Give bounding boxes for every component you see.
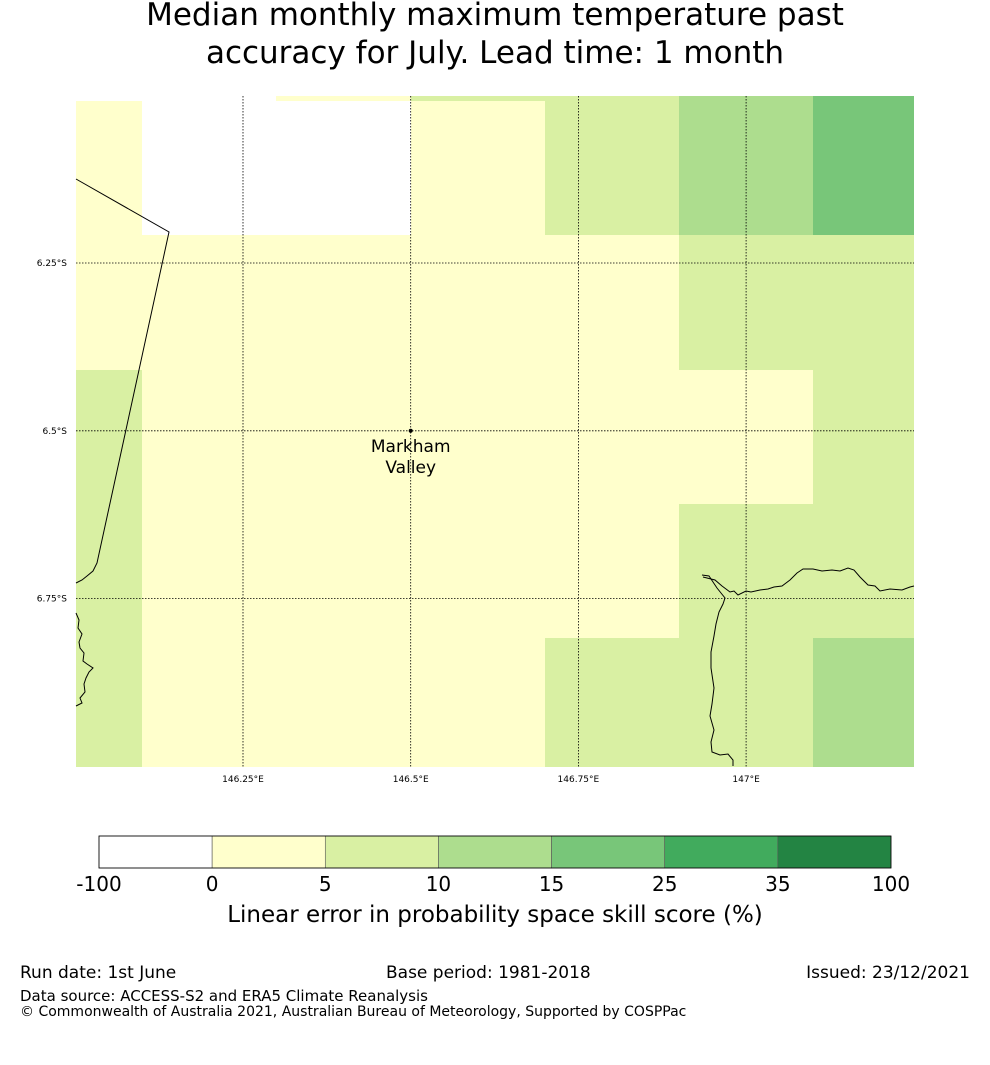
colorbar-title: Linear error in probability space skill …: [227, 902, 763, 928]
grid-cell: [813, 638, 914, 767]
data-source: Data source: ACCESS-S2 and ERA5 Climate …: [20, 987, 428, 1005]
grid-cell: [545, 235, 679, 370]
grid-cell: [76, 638, 142, 767]
colorbar-tick-label: 5: [318, 872, 332, 896]
grid-cell: [276, 370, 411, 504]
longitude-tick-label: 147°E: [732, 775, 760, 785]
grid-cell: [276, 504, 411, 638]
latitude-tick-label: 6.25°S: [37, 259, 68, 269]
colorbar-swatch: [664, 835, 779, 869]
location-label-line-1: Markham: [371, 437, 451, 457]
grid-cell: [142, 101, 276, 235]
grid-cell: [76, 504, 142, 638]
grid-cell: [142, 235, 276, 370]
latitude-tick-label: 6.5°S: [42, 427, 67, 437]
boundary-line-west: [75, 178, 170, 584]
grid-cell: [411, 235, 545, 370]
colorbar-tick-label: 10: [425, 872, 452, 896]
latitude-tick-label: 6.75°S: [37, 595, 68, 605]
colorbar-tick-label: 100: [871, 872, 911, 896]
grid-cell: [813, 235, 914, 370]
coastline: [75, 178, 915, 766]
grid-cell: [813, 96, 914, 101]
location-label-line-2: Valley: [385, 458, 436, 478]
coastline-west: [75, 612, 94, 707]
base-period: Base period: 1981-2018: [386, 963, 591, 983]
grid-cell: [411, 101, 545, 235]
colorbar-tick-label: 25: [651, 872, 678, 896]
grid-cell: [813, 370, 914, 504]
grid-cell: [276, 96, 411, 101]
grid-cell: [411, 504, 545, 638]
colorbar-swatch: [324, 835, 439, 869]
map-title-line-1: Median monthly maximum temperature past: [146, 0, 844, 33]
grid-cell: [545, 96, 679, 101]
grid-cell: [545, 638, 679, 767]
grid-cell: [76, 101, 142, 235]
issued-date: Issued: 23/12/2021: [806, 963, 970, 983]
grid-cell: [142, 504, 276, 638]
grid-cell: [411, 638, 545, 767]
colorbar-tick-label: 0: [205, 872, 219, 896]
longitude-labels: 146.25°E 146.5°E 146.75°E 147°E: [222, 775, 760, 785]
grid-cell: [545, 370, 679, 504]
grid-cell: [142, 370, 276, 504]
latitude-labels: 6.25°S 6.5°S 6.75°S: [37, 259, 68, 605]
grid-cell: [813, 101, 914, 235]
grid-cell: [679, 370, 813, 504]
colorbar-swatch: [211, 835, 326, 869]
grid-cell: [276, 101, 411, 235]
grid-cell: [545, 101, 679, 235]
grid-cell: [813, 504, 914, 638]
longitude-tick-label: 146.5°E: [393, 775, 429, 785]
skill-grid: [76, 96, 914, 767]
longitude-tick-label: 146.75°E: [558, 775, 600, 785]
map-title: Median monthly maximum temperature past …: [0, 0, 990, 72]
grid-cell: [679, 96, 813, 101]
grid-cell: [142, 96, 276, 101]
colorbar-swatch: [438, 835, 552, 869]
copyright: © Commonwealth of Australia 2021, Austra…: [20, 1004, 687, 1020]
grid-cell: [142, 638, 276, 767]
grid-cell: [76, 370, 142, 504]
colorbar-tick-label: 15: [538, 872, 565, 896]
colorbar-frame: [98, 835, 892, 869]
colorbar-tick-label: -100: [76, 872, 122, 896]
colorbar-swatch: [777, 835, 892, 869]
graticule: [76, 96, 914, 767]
grid-cell: [545, 504, 679, 638]
coastline-huon-gulf: [702, 567, 915, 596]
grid-cell: [679, 235, 813, 370]
location-marker: [408, 428, 413, 433]
colorbar-swatch: [551, 835, 666, 869]
longitude-tick-label: 146.25°E: [222, 775, 264, 785]
grid-cell: [276, 235, 411, 370]
grid-cell: [276, 638, 411, 767]
colorbar: [98, 835, 892, 869]
river-markham: [701, 574, 734, 766]
colorbar-swatch: [98, 835, 213, 869]
grid-cell: [76, 235, 142, 370]
grid-cell: [411, 370, 545, 504]
grid-cell: [76, 96, 142, 101]
run-date: Run date: 1st June: [20, 963, 177, 983]
map-title-line-2: accuracy for July. Lead time: 1 month: [205, 35, 785, 71]
grid-cell: [411, 96, 545, 101]
colorbar-tick-label: 35: [765, 872, 791, 896]
